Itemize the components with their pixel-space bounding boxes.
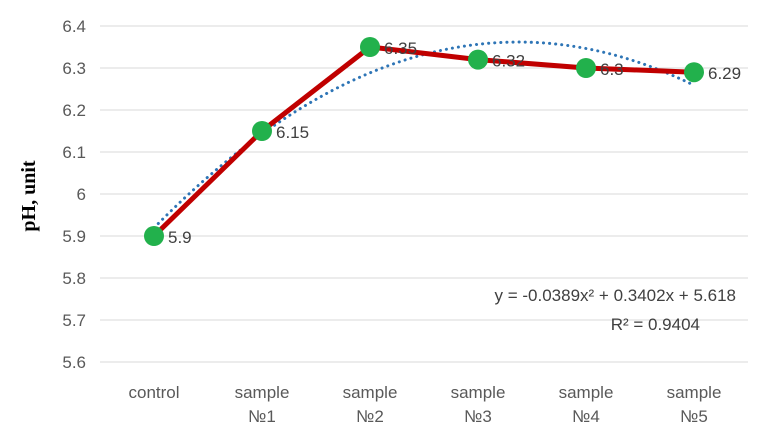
x-tick-label: №2: [356, 407, 384, 426]
data-labels: 5.9 6.15 6.35 6.32 6.3 6.29: [168, 39, 741, 247]
data-label: 6.29: [708, 64, 741, 83]
data-point: [576, 58, 596, 78]
data-point: [684, 62, 704, 83]
x-tick-label: №1: [248, 407, 276, 426]
y-axis-label: pH, unit: [18, 160, 40, 231]
x-tick-label: sample: [559, 383, 614, 402]
y-tick-label: 6: [77, 185, 86, 204]
data-label: 6.35: [384, 39, 417, 58]
y-tick-label: 6.1: [62, 143, 86, 162]
x-tick-label: №5: [680, 407, 708, 426]
trendline-r-squared: R² = 0.9404: [611, 315, 700, 334]
x-tick-label: sample: [235, 383, 290, 402]
y-tick-label: 5.8: [62, 269, 86, 288]
data-label: 6.3: [600, 60, 624, 79]
data-label: 6.32: [492, 52, 525, 71]
y-tick-label: 6.3: [62, 59, 86, 78]
series-group: [144, 37, 704, 246]
y-tick-label: 5.7: [62, 311, 86, 330]
y-tick-label: 5.6: [62, 353, 86, 372]
gridlines: [100, 25, 748, 363]
data-point: [468, 49, 488, 70]
data-point: [144, 226, 164, 246]
y-tick-label: 6.4: [62, 17, 86, 36]
x-tick-label: №3: [464, 407, 492, 426]
data-label: 6.15: [276, 123, 309, 142]
x-tick-label: sample: [343, 383, 398, 402]
x-tick-label: control: [128, 383, 179, 402]
data-point: [360, 37, 380, 57]
data-point: [252, 121, 272, 141]
y-axis-ticks: 5.6 5.7 5.8 5.9 6 6.1 6.2 6.3 6.4: [62, 17, 86, 372]
trendline-equation: y = -0.0389x² + 0.3402x + 5.618: [495, 286, 736, 305]
y-tick-label: 6.2: [62, 101, 86, 120]
x-tick-label: №4: [572, 407, 600, 426]
series-line: [151, 44, 697, 239]
x-tick-label: sample: [451, 383, 506, 402]
x-tick-label: sample: [667, 383, 722, 402]
data-label: 5.9: [168, 228, 192, 247]
y-tick-label: 5.9: [62, 227, 86, 246]
x-axis-ticks: control sample №1 sample №2 sample №3 sample №4 s…: [128, 383, 721, 426]
